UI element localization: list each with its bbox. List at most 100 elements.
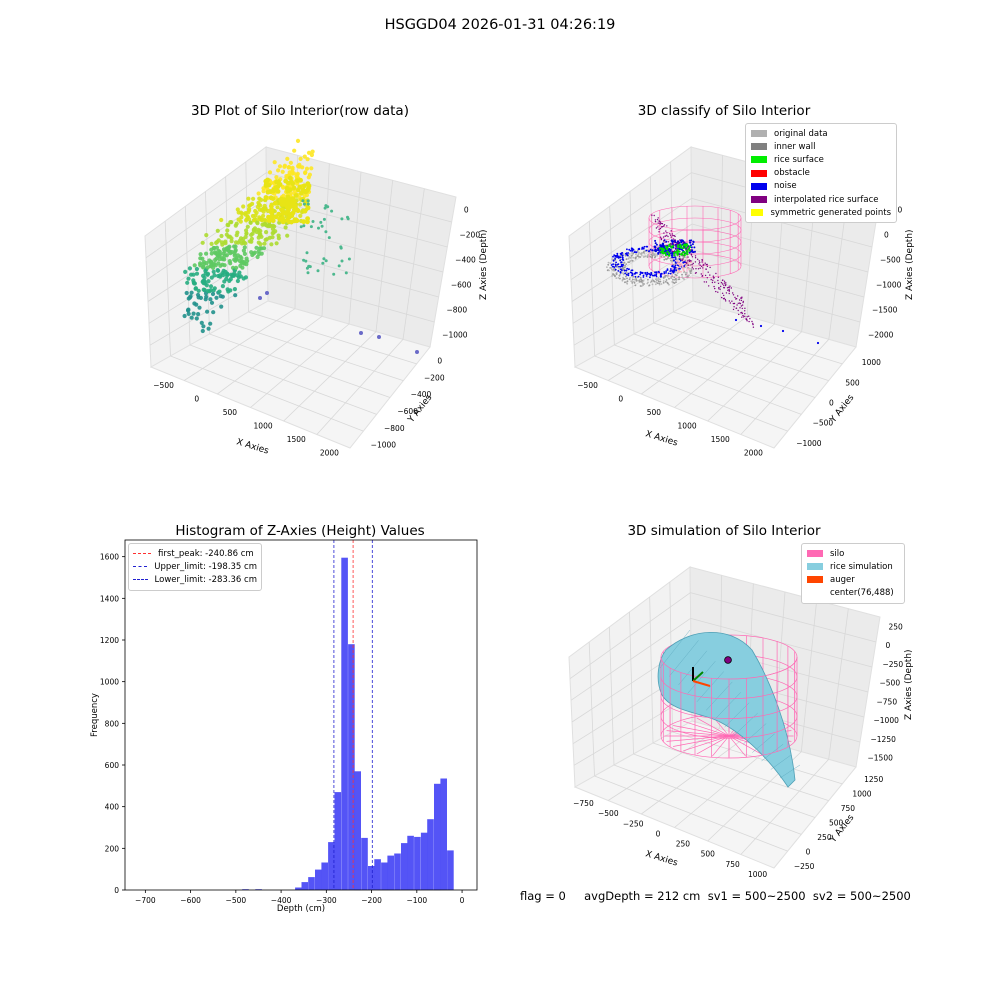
noise-point [647,250,650,253]
interpolated-point [751,320,753,323]
data-point [272,181,277,186]
data-point [236,275,241,280]
original-point [657,279,659,282]
data-point [217,249,222,254]
interpolated-point [727,289,729,291]
interpolated-point [661,223,664,225]
original-point [651,256,653,259]
rice-surface-point [665,246,668,249]
original-point [674,267,677,269]
original-point [652,249,655,252]
noise-point [676,264,679,266]
data-point [237,238,242,243]
noise-point [667,272,670,275]
data-point [295,175,300,181]
x-tick-label: 1500 [287,435,306,444]
noise-point [634,271,637,274]
noise-point [677,262,679,264]
data-point [286,165,292,170]
data-point [257,233,262,238]
data-point [330,209,334,213]
original-point [667,282,669,285]
rice-surface-point [688,249,691,252]
original-point [672,259,675,261]
data-point [280,199,286,205]
interpolated-point [690,249,692,251]
noise-point [672,265,674,268]
original-point [687,274,689,277]
obstacle-point [676,269,679,272]
status-line: flag = 0 avgDepth = 212 cm sv1 = 500~250… [520,889,911,903]
original-point [675,270,677,273]
original-point [655,281,658,283]
noise-point [649,274,652,277]
histogram-bar [242,889,249,890]
histogram-bar [381,862,388,890]
original-point [641,251,643,254]
grid-line [149,274,268,346]
y-tick-label: 0 [437,356,442,365]
noise-point [631,274,633,277]
interpolated-point [736,304,738,306]
histogram-bar [407,835,414,890]
data-point [271,208,276,213]
data-point [256,235,261,240]
mesh-line [770,754,792,770]
noise-point [682,246,685,249]
data-point [298,177,303,183]
original-point [651,278,654,281]
noise-point [634,272,637,275]
interpolated-point [686,262,688,264]
data-point [201,265,206,270]
data-point [288,212,293,217]
interpolated-point [669,234,672,236]
interpolated-point [723,287,725,289]
noise-point [627,252,630,254]
original-point [684,261,686,263]
data-point [243,275,248,280]
original-point [654,256,656,259]
legend-first-peak: first_peak: -240.86 cm [133,547,257,560]
noise-point [683,245,686,248]
data-point [232,271,237,276]
interpolated-point [663,224,666,226]
data-point [249,236,254,241]
data-point [303,200,308,206]
grid-line [184,206,191,346]
data-point [212,250,217,255]
data-point [282,202,288,208]
interpolated-point [746,318,748,321]
original-point [646,249,649,252]
legend-label: auger [830,574,855,585]
data-point [290,187,295,192]
data-point [272,209,277,214]
data-point [305,198,310,204]
data-point [298,156,303,161]
data-point [247,239,252,244]
interpolated-point [686,250,689,252]
data-point [200,279,205,284]
original-point [681,254,683,257]
data-point [192,281,197,286]
noise-point [673,266,676,269]
noise-point [654,250,657,253]
data-point [284,189,289,195]
original-point [622,266,624,268]
original-point [642,284,644,287]
data-point [259,208,264,213]
original-point [621,278,624,281]
data-point [256,191,261,196]
noise-point [676,245,679,248]
original-point [614,259,617,261]
data-point [244,262,249,267]
x-tick-label: 500 [701,850,716,859]
original-point [675,260,677,262]
interpolated-point [745,318,748,320]
original-point [683,264,686,267]
noise-point [626,253,628,256]
data-point [306,183,312,189]
data-point [270,235,275,240]
noise-point [662,243,665,246]
interpolated-point [718,286,720,289]
data-point [189,315,194,320]
